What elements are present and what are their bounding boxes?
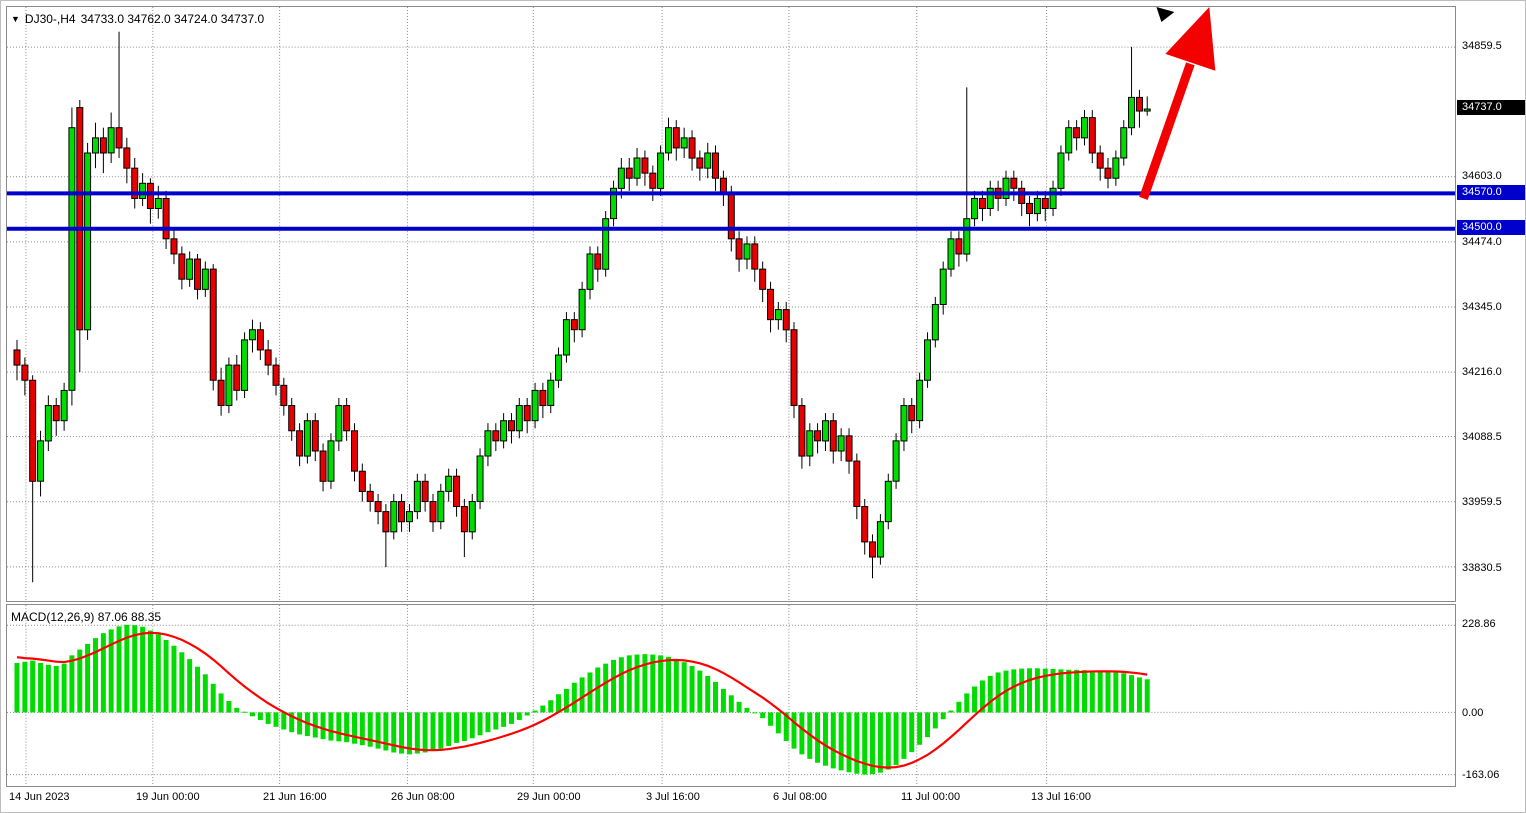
time-tick-label: 14 Jun 2023 [9, 791, 70, 803]
time-tick-label: 26 Jun 08:00 [391, 791, 455, 803]
time-tick-label: 11 Jul 00:00 [901, 791, 961, 803]
price-tick-label: 34088.5 [1462, 431, 1502, 444]
time-tick-label: 3 Jul 16:00 [646, 791, 700, 803]
symbol-timeframe-label: DJ30-,H4 [24, 12, 76, 26]
horizontal-level-line[interactable] [7, 191, 1455, 196]
price-tick-label: 34474.0 [1462, 235, 1502, 248]
level-price-tag[interactable]: 34570.0 [1457, 185, 1525, 200]
symbol-info: ▼ DJ30-,H4 34733.0 34762.0 34724.0 34737… [11, 12, 264, 26]
candles-layer [13, 31, 1151, 583]
macd-tick-label: 228.86 [1462, 618, 1496, 631]
price-tick-label: 34216.0 [1462, 366, 1502, 379]
time-tick-label: 13 Jul 16:00 [1031, 791, 1091, 803]
macd-canvas[interactable] [7, 605, 1455, 786]
price-chart-panel[interactable]: ▼ DJ30-,H4 34733.0 34762.0 34724.0 34737… [6, 6, 1456, 602]
price-tick-label: 34603.0 [1462, 170, 1502, 183]
price-chart-canvas[interactable] [7, 7, 1455, 601]
price-tick-label: 33830.5 [1462, 561, 1502, 574]
horizontal-level-line[interactable] [7, 226, 1455, 231]
price-tick-label: 33959.5 [1462, 496, 1502, 509]
time-tick-label: 6 Jul 08:00 [773, 791, 827, 803]
price-tick-label: 34345.0 [1462, 301, 1502, 314]
macd-histogram [14, 624, 1150, 775]
macd-signal-line [16, 631, 1148, 769]
trend-arrow[interactable] [1139, 7, 1216, 200]
cursor-icon [1156, 7, 1175, 22]
macd-tick-label: -163.06 [1462, 769, 1500, 782]
macd-indicator-panel[interactable]: MACD(12,26,9) 87.06 88.35 [6, 604, 1456, 787]
price-tick-label: 34859.5 [1462, 40, 1502, 53]
time-tick-label: 19 Jun 00:00 [136, 791, 200, 803]
current-price-tag: 34737.0 [1457, 100, 1525, 116]
time-tick-label: 21 Jun 16:00 [263, 791, 327, 803]
symbol-dropdown-icon[interactable]: ▼ [11, 13, 20, 24]
macd-tick-label: 0.00 [1462, 706, 1484, 719]
macd-indicator-label: MACD(12,26,9) 87.06 88.35 [11, 610, 162, 624]
level-price-tag[interactable]: 34500.0 [1457, 220, 1525, 236]
time-tick-label: 29 Jun 00:00 [517, 791, 581, 803]
ohlc-readout: 34733.0 34762.0 34724.0 34737.0 [80, 12, 265, 26]
